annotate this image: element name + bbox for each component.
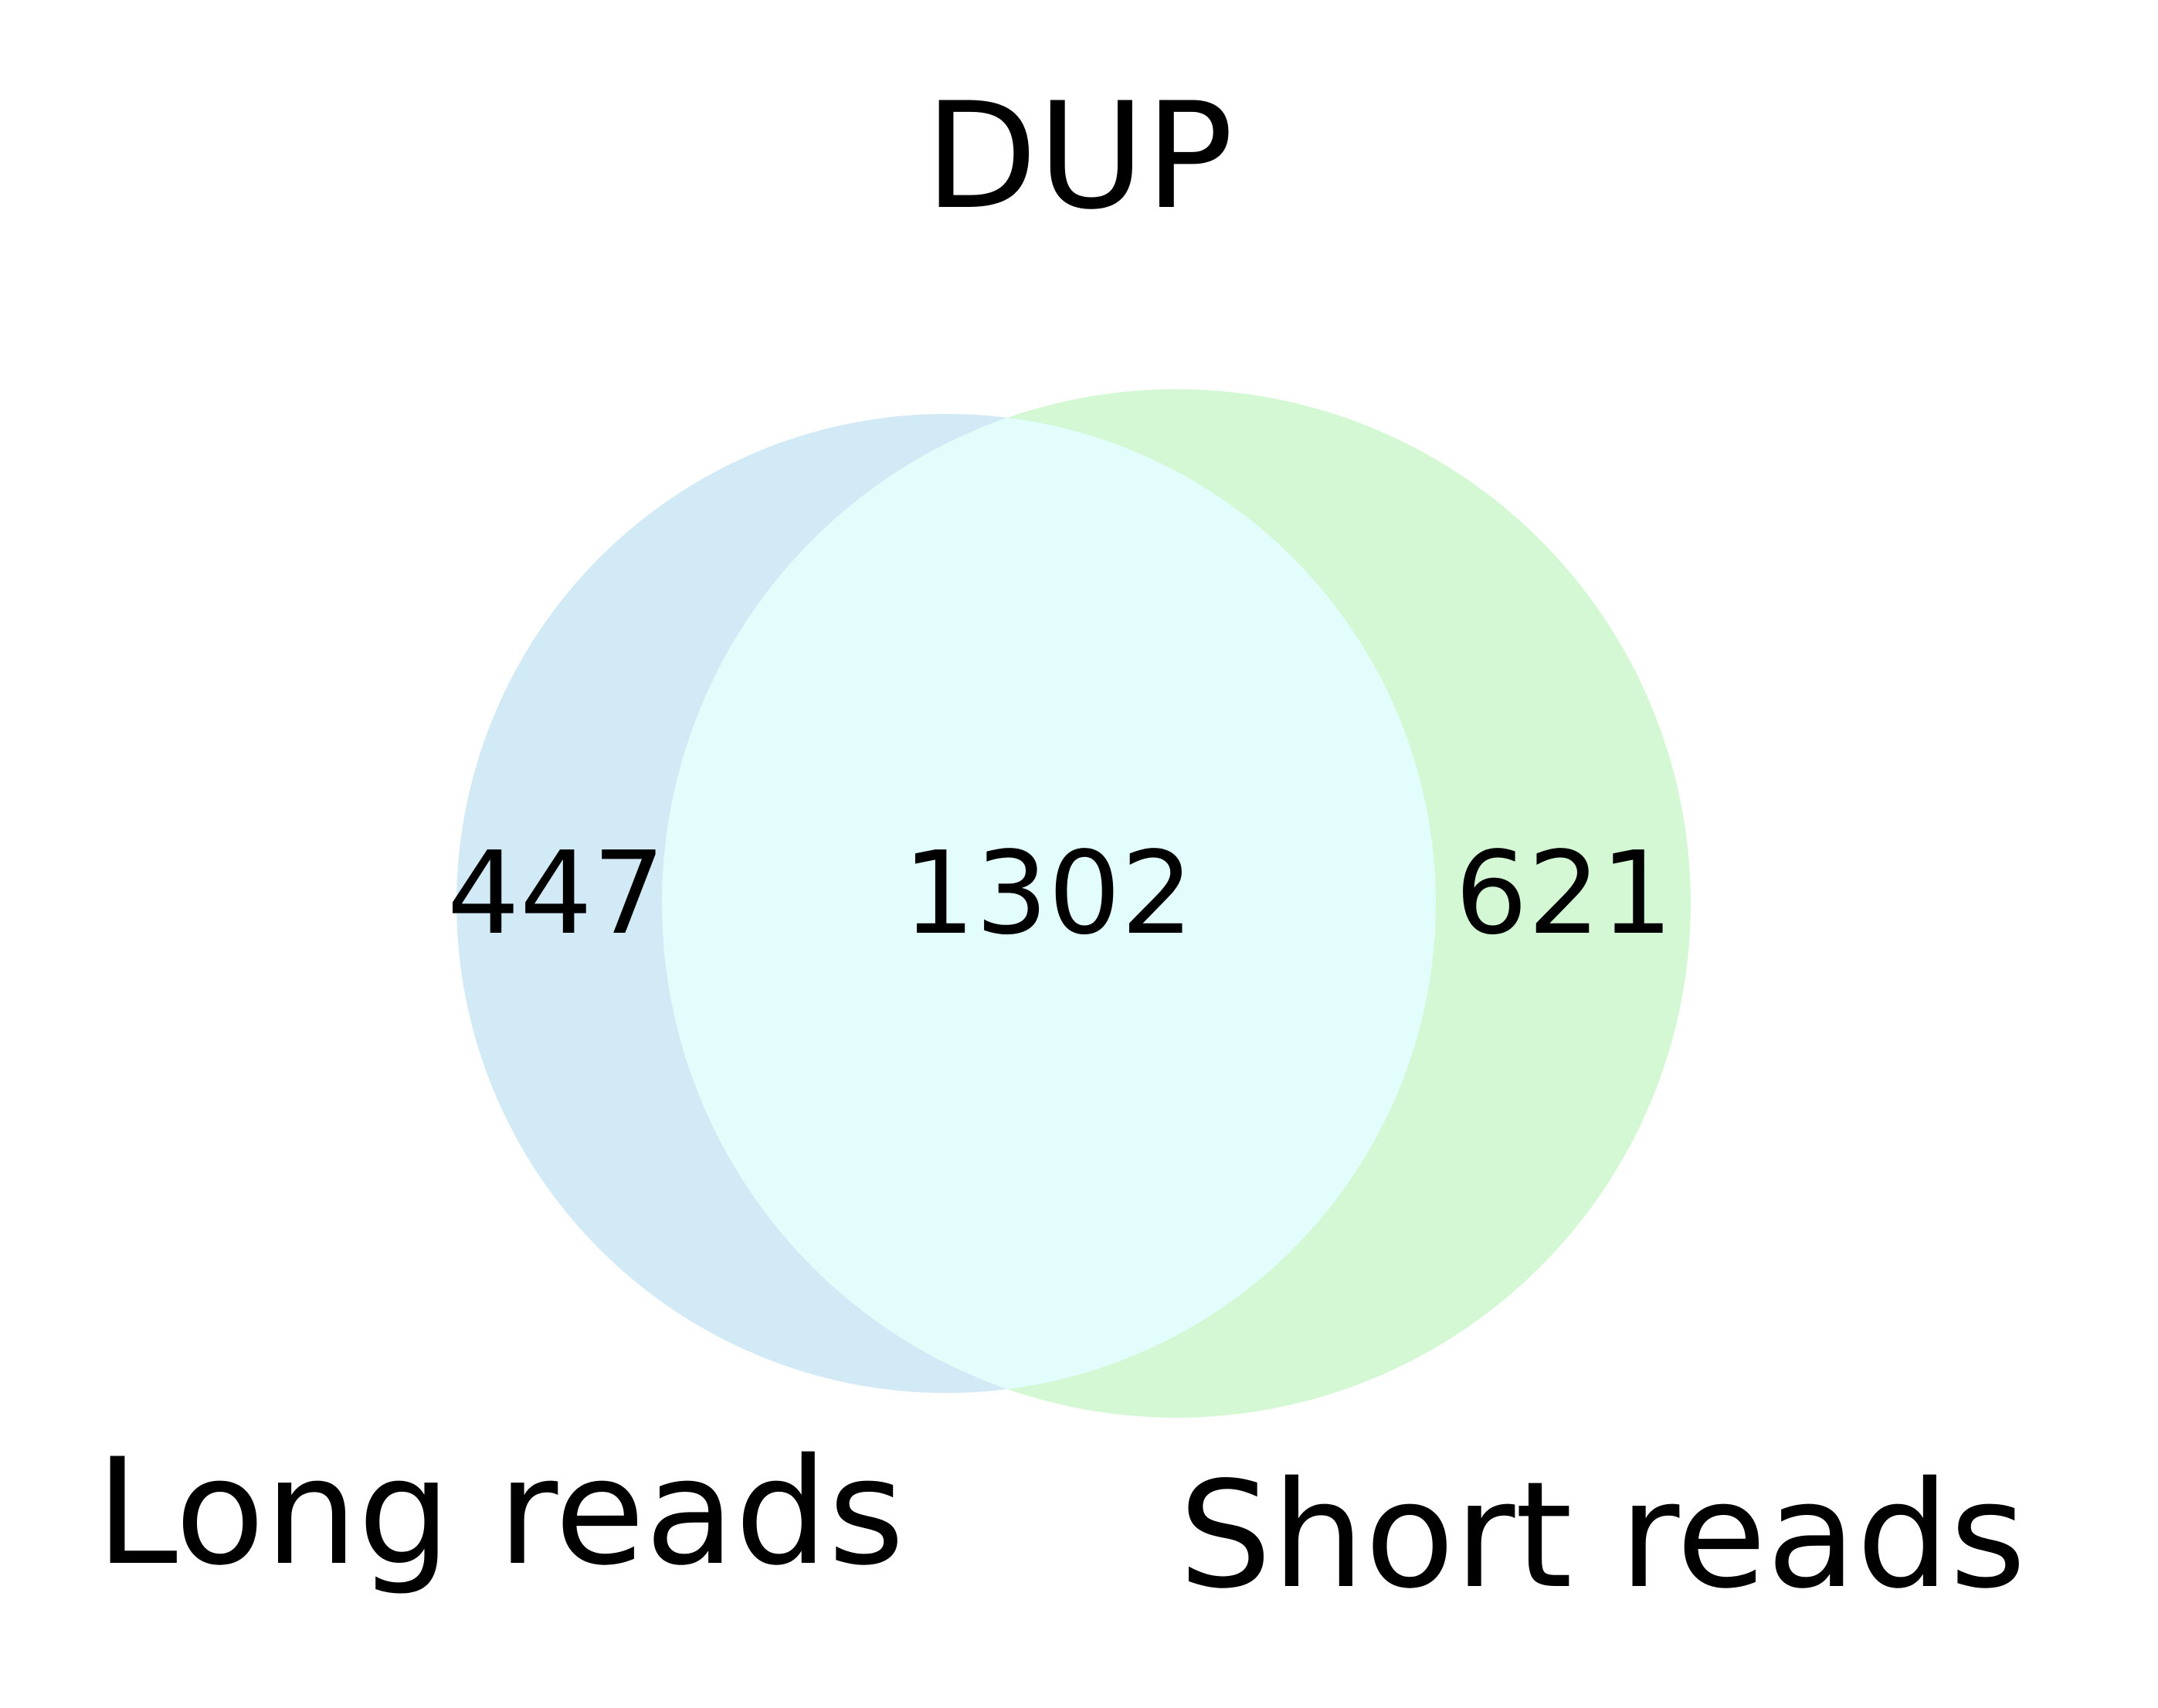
left-set-label: Long reads: [96, 1427, 904, 1598]
right-set-label: Short reads: [1179, 1450, 2026, 1621]
left-only-count: 447: [447, 827, 666, 960]
right-only-count: 621: [1455, 827, 1674, 960]
intersection-count: 1302: [903, 827, 1194, 960]
diagram-title: DUP: [925, 71, 1233, 242]
